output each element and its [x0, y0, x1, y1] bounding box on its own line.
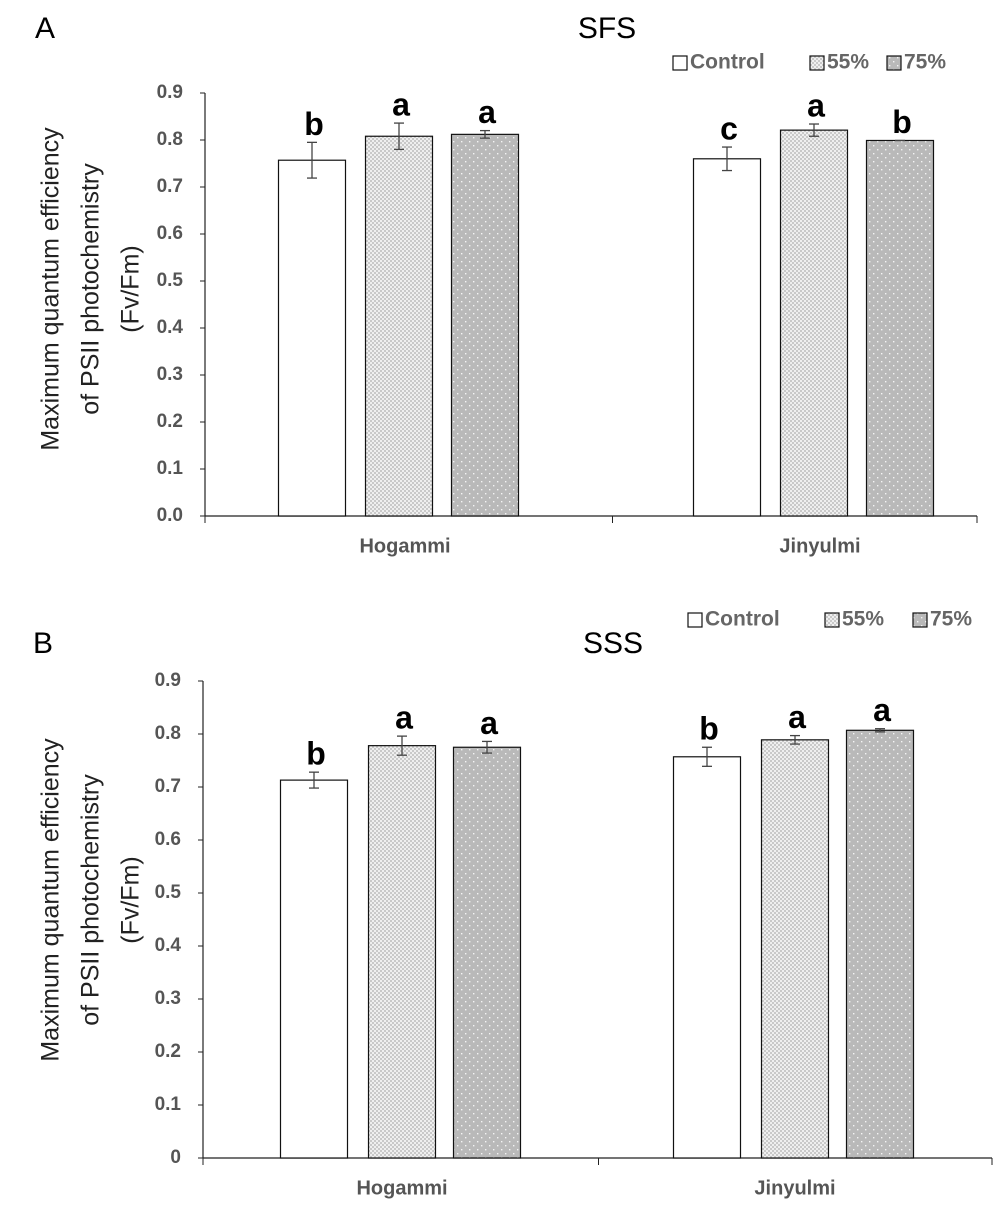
significance-label: b	[304, 106, 324, 142]
bar-55	[779, 129, 849, 517]
panel-letter: B	[33, 627, 53, 660]
y-tick-label: 0.7	[157, 176, 183, 197]
panel-letter: A	[35, 12, 55, 45]
y-tick-label: 0.1	[155, 1094, 182, 1115]
y-tick-label: 0.4	[155, 935, 182, 956]
legend-swatch-control	[687, 612, 703, 628]
legend-label: 75%	[904, 51, 946, 74]
legend: Control 55% 75%	[672, 51, 946, 74]
bar-control	[279, 779, 349, 1159]
chart-panel-a: A SFS Maximum quantum efficiency of PSII ph…	[35, 12, 978, 557]
chart-title: SSS	[583, 627, 643, 660]
bar-75	[865, 139, 935, 517]
legend-label: Control	[690, 51, 765, 74]
y-tick-label: 0.9	[157, 82, 183, 103]
y-tick-label: 0.3	[157, 364, 183, 385]
legend-label: 75%	[930, 608, 972, 631]
y-axis-label-line: (Fv/Fm)	[117, 245, 145, 332]
significance-label: a	[395, 700, 413, 736]
bar-75	[845, 729, 915, 1159]
significance-label: b	[892, 104, 912, 140]
x-category-label: Hogammi	[359, 535, 450, 557]
legend-swatch-75	[886, 55, 902, 71]
y-tick-label: 0.0	[157, 505, 183, 526]
y-tick-label: 0.2	[157, 411, 183, 432]
y-axis-label: Maximum quantum efficiency of PSII photoc…	[37, 127, 145, 451]
bar-75	[450, 133, 520, 517]
y-tick-label: 0.6	[155, 829, 181, 850]
y-tick-label: 0.4	[157, 317, 184, 338]
significance-label: a	[873, 692, 891, 728]
legend-item-75: 75%	[886, 51, 946, 74]
legend-swatch-55	[824, 612, 840, 628]
legend: Control 55% 75%	[687, 608, 972, 631]
significance-label: a	[478, 94, 496, 130]
legend-item-55: 55%	[809, 51, 869, 74]
y-tick-label: 0.8	[157, 129, 183, 150]
legend-item-control: Control	[672, 51, 765, 74]
bar-control	[277, 159, 347, 517]
legend-swatch-75	[912, 612, 928, 628]
bar-75	[452, 746, 522, 1159]
significance-label: a	[480, 705, 498, 741]
x-category-label: Hogammi	[356, 1177, 447, 1199]
bar-55	[367, 745, 437, 1159]
significance-label: c	[720, 111, 738, 147]
y-axis-label-line: of PSII photochemistry	[77, 774, 105, 1026]
bar-control	[692, 158, 762, 517]
y-axis-label-line: (Fv/Fm)	[117, 856, 145, 943]
x-category-label: Jinyulmi	[754, 1177, 835, 1199]
y-tick-label: 0.6	[157, 223, 183, 244]
y-tick-label: 0.5	[155, 882, 182, 903]
y-tick-label: 0	[170, 1147, 181, 1168]
y-tick-label: 0.1	[157, 458, 184, 479]
significance-label: a	[392, 87, 410, 123]
bar-control	[672, 756, 742, 1159]
legend-label: 55%	[827, 51, 869, 74]
y-tick-label: 0.8	[155, 723, 181, 744]
chart-panel-b: B SSS Maximum quantum efficiency of PSII ph…	[33, 608, 993, 1199]
y-axis-label-line: Maximum quantum efficiency	[37, 738, 65, 1062]
legend-item-55: 55%	[824, 608, 884, 631]
y-axis-label-line: of PSII photochemistry	[77, 163, 105, 415]
significance-label: b	[306, 736, 326, 772]
legend-label: 55%	[842, 608, 884, 631]
y-tick-label: 0.7	[155, 776, 181, 797]
legend-label: Control	[705, 608, 780, 631]
significance-label: a	[788, 699, 806, 735]
legend-swatch-55	[809, 55, 825, 71]
y-tick-label: 0.3	[155, 988, 181, 1009]
legend-swatch-control	[672, 55, 688, 71]
legend-item-control: Control	[687, 608, 780, 631]
y-axis-label: Maximum quantum efficiency of PSII photoc…	[37, 738, 145, 1062]
x-category-label: Jinyulmi	[779, 535, 860, 557]
y-tick-label: 0.2	[155, 1041, 181, 1062]
bar-55	[760, 739, 830, 1159]
chart-title: SFS	[578, 12, 636, 45]
legend-item-75: 75%	[912, 608, 972, 631]
bar-55	[364, 135, 434, 517]
y-tick-label: 0.9	[155, 670, 181, 691]
y-tick-label: 0.5	[157, 270, 184, 291]
y-axis-label-line: Maximum quantum efficiency	[37, 127, 65, 451]
significance-label: b	[699, 711, 719, 747]
significance-label: a	[807, 87, 825, 123]
